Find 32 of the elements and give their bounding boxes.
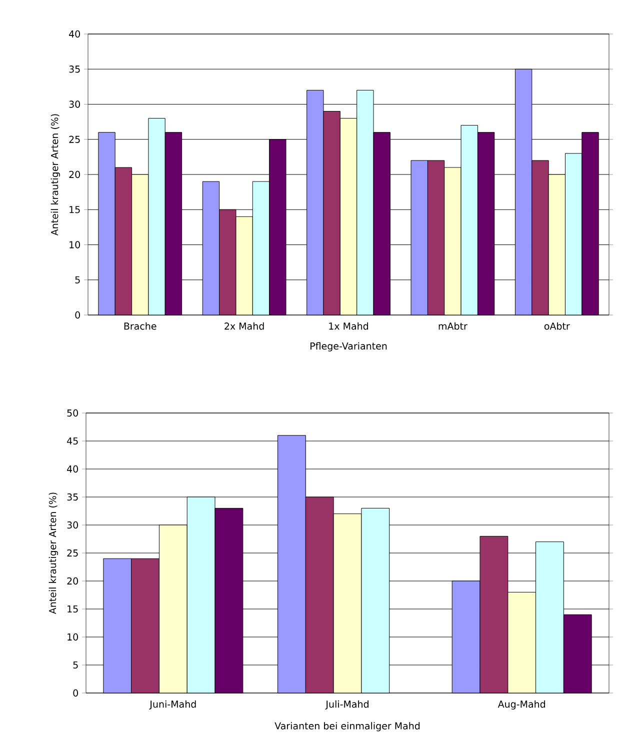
y-tick-label: 40 bbox=[67, 465, 78, 473]
x-tick-label: 1x Mahd bbox=[329, 322, 368, 330]
x-axis-title: Pflege-Varianten bbox=[310, 342, 387, 352]
y-tick-label: 0 bbox=[73, 689, 78, 697]
y-tick-label: 40 bbox=[69, 30, 80, 38]
y-tick-label: 35 bbox=[69, 66, 80, 73]
y-tick-label: 50 bbox=[67, 409, 78, 417]
y-tick-label: 30 bbox=[69, 100, 80, 108]
y-tick-label: 25 bbox=[69, 136, 80, 143]
x-tick-label: 2x Mahd bbox=[224, 322, 264, 330]
y-axis-title: Anteil krautiger Arten (%) bbox=[50, 114, 60, 236]
y-tick-label: 10 bbox=[68, 633, 78, 641]
x-tick-label: Aug-Mahd bbox=[498, 700, 546, 710]
y-tick-label: 15 bbox=[68, 605, 78, 613]
y-tick-label: 10 bbox=[70, 241, 80, 248]
x-tick-label: Juni-Mahd bbox=[149, 700, 196, 710]
x-tick-label: Juli-Mahd bbox=[325, 700, 368, 710]
y-tick-label: 5 bbox=[75, 276, 80, 284]
y-tick-label: 45 bbox=[67, 437, 78, 445]
y-tick-label: 25 bbox=[67, 549, 78, 557]
y-axis-title: Anteil krautiger Arten (%) bbox=[48, 492, 58, 614]
x-tick-label: mAbtr bbox=[438, 322, 468, 330]
y-tick-label: 0 bbox=[75, 311, 80, 319]
y-tick-label: 20 bbox=[67, 577, 78, 585]
y-tick-label: 20 bbox=[69, 170, 80, 178]
y-tick-label: 30 bbox=[67, 521, 78, 529]
x-tick-label: Brache bbox=[124, 322, 156, 330]
x-axis-title: Varianten bei einmaliger Mahd bbox=[274, 722, 420, 732]
x-tick-label: oAbtr bbox=[544, 322, 570, 330]
y-tick-label: 35 bbox=[67, 493, 78, 501]
y-tick-label: 5 bbox=[73, 661, 78, 669]
y-tick-label: 15 bbox=[70, 206, 80, 214]
